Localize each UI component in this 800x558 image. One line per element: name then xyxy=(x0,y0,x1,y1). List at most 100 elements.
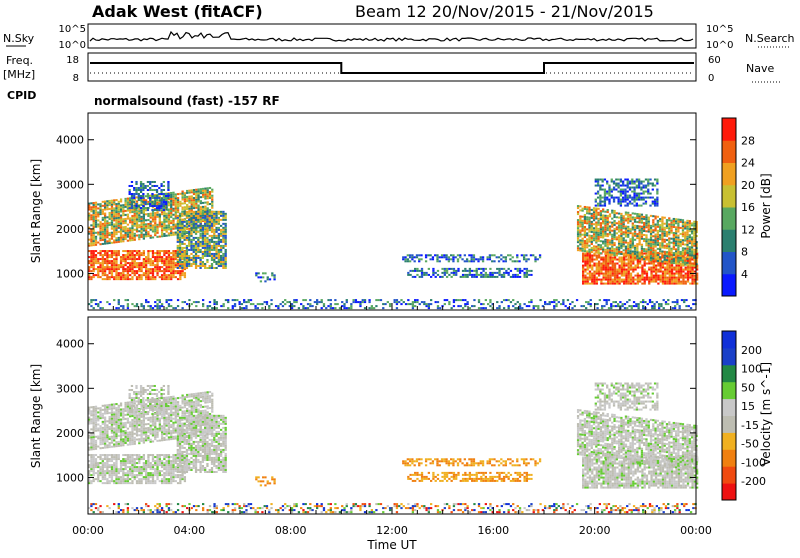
power-cell xyxy=(668,217,670,219)
power-cell xyxy=(692,303,694,305)
power-cell xyxy=(104,274,106,276)
power-cell xyxy=(475,258,477,260)
power-cell xyxy=(368,301,370,303)
power-cell xyxy=(647,303,649,305)
power-cell xyxy=(140,183,142,185)
power-cell xyxy=(165,199,167,201)
power-cell xyxy=(600,269,602,271)
power-cell xyxy=(175,217,177,219)
power-cell xyxy=(202,257,204,259)
power-cell xyxy=(218,211,220,213)
power-cell xyxy=(150,307,152,309)
power-cell xyxy=(602,247,604,249)
power-cell xyxy=(647,185,649,187)
velocity-cell xyxy=(104,472,106,474)
power-cell xyxy=(149,201,151,203)
power-cell xyxy=(607,267,609,269)
power-cell xyxy=(661,224,663,226)
power-cell xyxy=(624,201,626,203)
power-cell xyxy=(678,271,680,273)
power-cell xyxy=(577,229,579,231)
power-cell xyxy=(186,253,188,255)
power-cell xyxy=(97,260,99,262)
power-cell xyxy=(641,218,643,220)
power-cell xyxy=(597,203,599,205)
power-cell xyxy=(623,219,625,221)
power-cell xyxy=(664,227,666,229)
power-cell xyxy=(172,226,174,228)
power-cell xyxy=(111,204,113,206)
power-cell xyxy=(152,270,154,272)
power-cell xyxy=(143,224,145,226)
power-cell xyxy=(654,254,656,256)
power-cell xyxy=(648,249,650,251)
power-cell xyxy=(122,220,124,222)
power-cell xyxy=(111,270,113,272)
power-cell xyxy=(613,187,615,189)
power-cell xyxy=(154,228,156,230)
y-tick-label: 2000 xyxy=(56,223,84,236)
power-cell xyxy=(106,232,108,234)
power-cell xyxy=(686,244,688,246)
power-cell xyxy=(636,205,638,207)
power-cell xyxy=(659,220,661,222)
power-cell xyxy=(429,254,431,256)
power-cell xyxy=(102,272,104,274)
power-cell xyxy=(466,258,468,260)
power-cell xyxy=(115,237,117,239)
power-cell xyxy=(152,276,154,278)
power-cell xyxy=(425,254,427,256)
power-cell xyxy=(122,212,124,214)
power-cell xyxy=(669,275,671,277)
power-cell xyxy=(519,303,521,305)
power-cell xyxy=(625,213,627,215)
power-cell xyxy=(211,203,213,205)
power-cell xyxy=(156,254,158,256)
power-cell xyxy=(641,214,643,216)
power-cell xyxy=(179,276,181,278)
power-cell xyxy=(611,242,613,244)
power-cell xyxy=(99,262,101,264)
power-cell xyxy=(641,275,643,277)
power-cell xyxy=(480,258,482,260)
power-cell xyxy=(220,261,222,263)
power-cell xyxy=(409,254,411,256)
power-cell xyxy=(621,273,623,275)
power-cell xyxy=(270,303,272,305)
power-cell xyxy=(102,243,104,245)
power-cell xyxy=(646,263,648,265)
power-cell xyxy=(659,218,661,220)
power-cell xyxy=(127,232,129,234)
power-cell xyxy=(668,231,670,233)
power-cell xyxy=(476,270,478,272)
power-cell xyxy=(140,210,142,212)
power-cell xyxy=(444,272,446,274)
power-cell xyxy=(595,234,597,236)
power-cell xyxy=(600,283,602,285)
power-cell xyxy=(147,231,149,233)
power-cell xyxy=(407,254,409,256)
power-cell xyxy=(664,231,666,233)
power-cell xyxy=(607,281,609,283)
power-cell xyxy=(131,227,133,229)
power-cell xyxy=(166,258,168,260)
power-cell xyxy=(166,250,168,252)
power-cell xyxy=(419,303,421,305)
power-cell xyxy=(623,269,625,271)
power-cell xyxy=(218,257,220,259)
power-cell xyxy=(649,197,651,199)
power-cell xyxy=(613,236,615,238)
power-cell xyxy=(482,258,484,260)
power-cell xyxy=(348,307,350,309)
power-cell xyxy=(109,232,111,234)
power-cell xyxy=(147,209,149,211)
power-cell xyxy=(634,279,636,281)
power-cell xyxy=(533,307,535,309)
power-cell xyxy=(435,272,437,274)
power-cell xyxy=(218,237,220,239)
power-cell xyxy=(450,254,452,256)
power-cell xyxy=(673,252,675,254)
power-cell xyxy=(464,270,466,272)
power-cell xyxy=(200,208,202,210)
power-cell xyxy=(661,242,663,244)
